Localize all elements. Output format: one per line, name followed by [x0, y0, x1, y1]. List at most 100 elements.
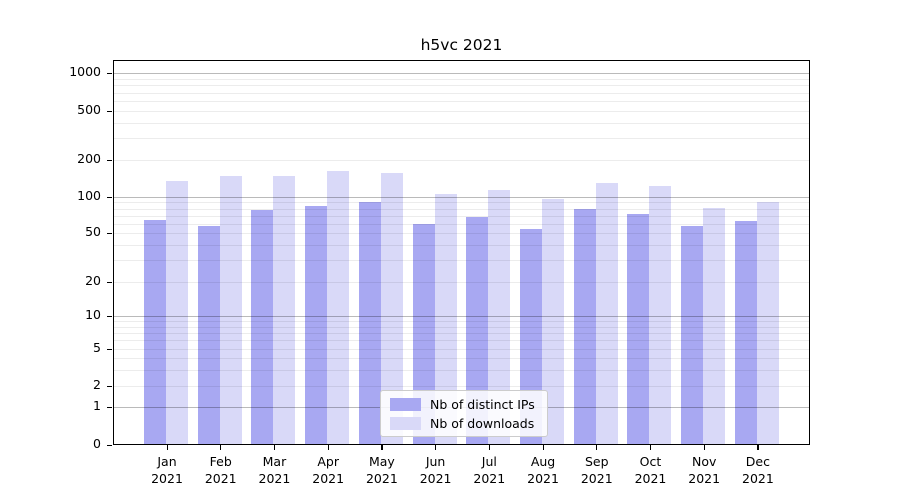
y-tick-mark-500	[107, 110, 112, 112]
x-tick-mark-jun	[435, 445, 437, 450]
y-tick-mark-100	[107, 196, 112, 198]
chart-title: h5vc 2021	[420, 36, 503, 54]
x-tick-mark-jan	[166, 445, 168, 450]
y-tick-label-1: 1	[93, 398, 101, 413]
y-tick-mark-5	[107, 348, 112, 350]
bar-downloads-nov	[703, 207, 726, 445]
minor-gridline-3	[113, 369, 810, 371]
bar-ips-feb	[197, 226, 220, 445]
bar-ips-nov	[681, 226, 704, 445]
y-tick-mark-20	[107, 281, 112, 283]
y-tick-label-200: 200	[77, 151, 101, 166]
y-tick-label-1000: 1000	[69, 64, 101, 79]
bar-downloads-mar	[273, 175, 296, 445]
x-tick-mark-nov	[703, 445, 705, 450]
minor-gridline-30	[113, 260, 810, 262]
x-tick-label-dec: Dec 2021	[742, 454, 774, 486]
y-tick-label-20: 20	[85, 273, 101, 288]
y-tick-mark-10	[107, 315, 112, 317]
x-tick-mark-jul	[488, 445, 490, 450]
y-tick-mark-1	[107, 406, 112, 408]
bar-downloads-apr	[327, 171, 350, 445]
legend-label-distinct-ips: Nb of distinct IPs	[430, 396, 535, 412]
x-tick-mark-mar	[273, 445, 276, 450]
bar-downloads-jun	[434, 193, 457, 445]
gridline-100	[113, 197, 810, 198]
minor-gridline-900	[113, 78, 810, 80]
x-tick-label-apr: Apr 2021	[312, 454, 345, 486]
legend-label-downloads: Nb of downloads	[430, 415, 535, 431]
y-tick-label-100: 100	[77, 188, 101, 203]
legend-item-downloads: Nb of downloads	[390, 416, 539, 431]
minor-gridline-700	[113, 92, 810, 94]
y-tick-mark-200	[107, 159, 112, 161]
minor-gridline-9	[113, 321, 810, 323]
minor-gridline-70	[113, 215, 810, 217]
bar-downloads-aug	[542, 199, 565, 445]
x-tick-mark-dec	[757, 445, 759, 450]
minor-gridline-6	[113, 340, 810, 342]
y-tick-label-2: 2	[93, 377, 101, 392]
bar-ips-oct	[627, 214, 650, 445]
legend-item-distinct-ips: Nb of distinct IPs	[390, 397, 539, 412]
bar-downloads-jan	[166, 180, 188, 445]
gridline-200	[113, 160, 810, 161]
minor-gridline-7	[113, 332, 810, 334]
gridline-5	[113, 349, 810, 350]
bar-downloads-sep	[595, 182, 618, 445]
x-tick-label-nov: Nov 2021	[688, 454, 721, 486]
bar-downloads-feb	[219, 176, 242, 445]
y-tick-label-500: 500	[77, 102, 101, 117]
bar-ips-jul	[466, 217, 489, 445]
x-tick-label-jun: Jun 2021	[419, 454, 452, 486]
bar-ips-sep	[573, 208, 596, 445]
bar-ips-jan	[144, 220, 166, 445]
minor-gridline-4	[113, 358, 810, 359]
legend-swatch-distinct-ips	[390, 397, 421, 411]
x-tick-label-oct: Oct 2021	[634, 454, 667, 486]
minor-gridline-600	[113, 101, 810, 102]
x-tick-label-aug: Aug 2021	[527, 454, 559, 486]
bar-downloads-may	[380, 173, 403, 445]
x-tick-label-sep: Sep 2021	[580, 454, 613, 486]
y-tick-label-5: 5	[93, 340, 101, 355]
x-tick-mark-sep	[596, 445, 598, 450]
y-tick-label-0: 0	[93, 436, 101, 451]
minor-gridline-60	[113, 223, 810, 225]
minor-gridline-80	[113, 208, 810, 210]
x-tick-mark-feb	[220, 445, 222, 450]
minor-gridline-400	[113, 122, 810, 124]
bar-ips-dec	[734, 220, 757, 445]
y-tick-mark-1000	[107, 72, 112, 74]
x-tick-label-feb: Feb 2021	[204, 454, 237, 486]
gridline-20	[113, 282, 810, 283]
x-tick-mark-oct	[649, 445, 652, 450]
x-tick-label-jan: Jan 2021	[151, 454, 183, 486]
minor-gridline-300	[113, 138, 810, 140]
bar-downloads-oct	[649, 185, 672, 445]
gridline-2	[113, 386, 810, 387]
minor-gridline-40	[113, 244, 810, 246]
bar-downloads-jul	[488, 190, 511, 445]
minor-gridline-90	[113, 202, 810, 204]
x-tick-mark-aug	[542, 445, 544, 450]
gridline-500	[113, 111, 810, 112]
bar-ips-apr	[305, 206, 328, 445]
x-tick-mark-may	[381, 445, 383, 450]
y-tick-mark-50	[107, 232, 112, 234]
bar-downloads-dec	[756, 201, 779, 445]
bar-ips-may	[358, 201, 381, 445]
bar-ips-jun	[412, 224, 435, 445]
legend-swatch-downloads	[390, 416, 421, 430]
y-tick-mark-0	[107, 444, 112, 446]
plot-area-border	[113, 60, 810, 445]
gridline-10	[113, 316, 810, 317]
y-tick-mark-2	[107, 385, 112, 387]
x-tick-label-jul: Jul 2021	[473, 454, 506, 486]
x-tick-label-may: May 2021	[365, 454, 398, 486]
x-tick-mark-apr	[327, 445, 329, 450]
y-tick-label-10: 10	[85, 307, 101, 322]
legend: Nb of distinct IPs Nb of downloads	[380, 390, 548, 437]
gridline-50	[113, 233, 810, 234]
